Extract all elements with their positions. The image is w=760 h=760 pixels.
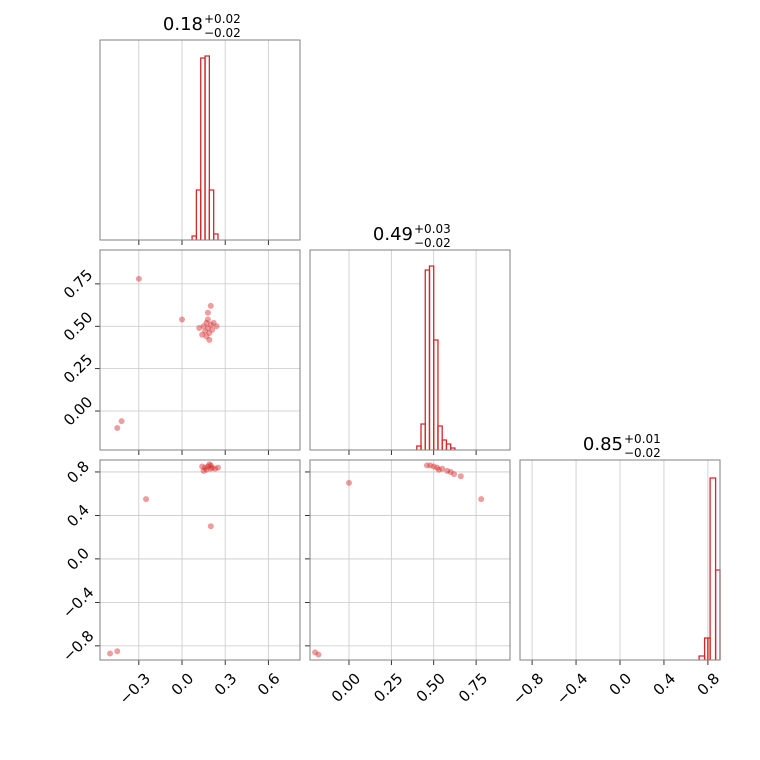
x-tick-label: 0.0 xyxy=(168,670,198,700)
sample-point xyxy=(430,463,437,470)
x-tick-label: 0.50 xyxy=(413,670,449,706)
sample-point xyxy=(203,466,210,473)
sample-point xyxy=(202,464,209,471)
x-tick-label: 0.4 xyxy=(650,670,680,700)
title-upper: +0.03 xyxy=(414,222,451,236)
title-lower: −0.02 xyxy=(624,446,661,460)
y-tick-label: 0.0 xyxy=(63,544,93,574)
sample-point xyxy=(204,316,211,323)
sample-point xyxy=(203,333,210,340)
x-tick-label: 0.25 xyxy=(370,670,406,706)
sample-point xyxy=(427,462,434,469)
histogram-bin xyxy=(433,339,439,450)
title-upper: +0.02 xyxy=(204,12,241,26)
histogram-bin xyxy=(213,233,219,240)
panel-title: 0.49 xyxy=(373,224,413,245)
x-tick-label: −0.4 xyxy=(553,670,591,708)
sample-point xyxy=(200,323,207,330)
sample-point xyxy=(199,331,206,338)
sample-point xyxy=(107,650,114,657)
sample-point xyxy=(143,496,150,503)
histogram-bin xyxy=(714,569,721,660)
panel-frame xyxy=(519,459,721,661)
sample-point xyxy=(444,467,451,474)
sample-point xyxy=(207,321,214,328)
x-tick-label: 0.0 xyxy=(606,670,636,700)
sample-point xyxy=(203,319,210,326)
y-tick-label: 0.50 xyxy=(60,308,96,344)
x-tick-label: 0.00 xyxy=(328,670,364,706)
sample-point xyxy=(207,302,214,309)
sample-point xyxy=(196,324,203,331)
sample-point xyxy=(202,328,209,335)
sample-point xyxy=(204,324,211,331)
sample-point xyxy=(204,463,211,470)
histogram-bin xyxy=(437,425,443,450)
y-tick-label: 0.25 xyxy=(60,351,96,387)
sample-point xyxy=(207,465,214,472)
histogram-bin xyxy=(208,189,215,240)
sample-point xyxy=(204,309,211,316)
y-tick-label: −0.4 xyxy=(59,583,97,621)
histogram-bin xyxy=(204,55,211,240)
sample-point xyxy=(209,464,216,471)
title-upper: +0.01 xyxy=(624,432,661,446)
panel-frame xyxy=(309,249,511,451)
sample-point xyxy=(206,461,213,468)
sample-point xyxy=(207,462,214,469)
x-tick-label: 0.8 xyxy=(694,670,724,700)
sample-point xyxy=(209,326,216,333)
sample-point xyxy=(114,648,121,655)
sample-point xyxy=(207,523,214,530)
sample-point xyxy=(312,649,319,656)
y-tick-label: 0.8 xyxy=(63,457,93,487)
sample-point xyxy=(210,319,217,326)
sample-point xyxy=(439,465,446,472)
sample-point xyxy=(457,473,464,480)
histogram-bin xyxy=(450,447,456,450)
title-lower: −0.02 xyxy=(204,26,241,40)
x-tick-label: −0.3 xyxy=(116,670,154,708)
y-tick-label: 0.75 xyxy=(60,266,96,302)
title-lower: −0.02 xyxy=(414,236,451,250)
sample-point xyxy=(199,463,206,470)
histogram-bin xyxy=(445,443,452,450)
x-tick-label: 0.75 xyxy=(455,670,491,706)
sample-point xyxy=(135,275,142,282)
sample-point xyxy=(118,418,125,425)
sample-point xyxy=(212,465,219,472)
sample-point xyxy=(213,323,220,330)
y-tick-label: 0.00 xyxy=(60,393,96,429)
histogram-bin xyxy=(709,477,717,660)
panel-frame xyxy=(99,459,301,661)
sample-point xyxy=(345,479,352,486)
sample-point xyxy=(179,316,186,323)
x-tick-label: 0.3 xyxy=(211,670,241,700)
sample-point xyxy=(114,424,121,431)
sample-point xyxy=(478,496,485,503)
panel-frame xyxy=(99,39,301,241)
sample-point xyxy=(447,468,454,475)
panel-frame xyxy=(309,459,511,661)
y-tick-label: 0.4 xyxy=(63,501,93,531)
sample-point xyxy=(451,471,458,478)
sample-point xyxy=(200,467,207,474)
sample-point xyxy=(435,466,442,473)
panel-frame xyxy=(99,249,301,451)
sample-point xyxy=(434,464,441,471)
sample-point xyxy=(214,464,221,471)
sample-point xyxy=(206,330,213,337)
sample-point xyxy=(423,462,430,469)
panel-title: 0.18 xyxy=(163,14,203,35)
x-tick-label: −0.8 xyxy=(509,670,547,708)
sample-point xyxy=(315,651,322,658)
sample-point xyxy=(206,336,213,343)
y-tick-label: −0.8 xyxy=(59,627,97,665)
panel-title: 0.85 xyxy=(583,434,623,455)
x-tick-label: 0.6 xyxy=(254,670,284,700)
histogram-bin xyxy=(698,655,706,660)
